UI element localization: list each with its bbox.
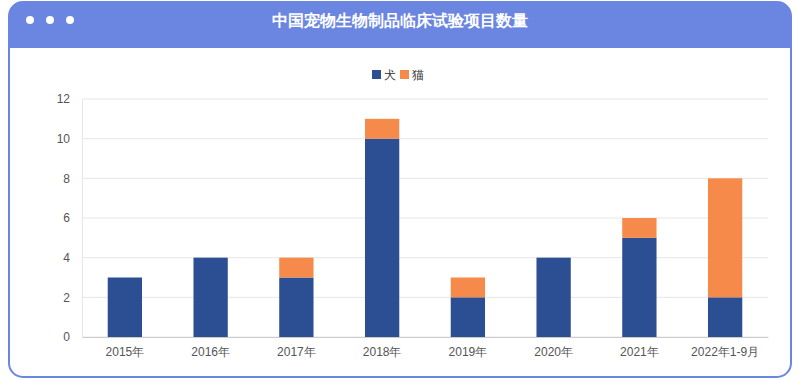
bar [622,238,656,337]
tick-label: 4 [63,251,70,265]
tick: 0 [63,330,82,344]
tick: 2021年 [620,337,659,359]
grid-line [82,257,768,258]
tick: 4 [63,251,82,265]
bar [451,278,485,298]
bar [108,277,142,278]
tick: 6 [63,211,82,225]
header [9,2,791,48]
grid [82,99,768,337]
tick-label: 8 [63,172,70,186]
tick: 2019年 [449,337,488,359]
tick: 2 [63,291,82,305]
tick-label: 2 [63,291,70,305]
bar [365,139,399,337]
bar [708,178,742,297]
tick-label: 2021年 [620,345,659,359]
grid-line [82,178,768,179]
tick: 12 [57,92,82,106]
bar [193,258,227,337]
header-dot [66,16,74,24]
tick: 2017年 [277,337,316,359]
grid-line [82,218,768,219]
grid-line [82,99,768,100]
bar [365,119,399,139]
tick: 2020年 [534,337,573,359]
bar [622,218,656,238]
tick: 2022年1-9月 [691,337,759,359]
tick: 2015年 [106,337,145,359]
tick-label: 0 [63,330,70,344]
grid-line [82,297,768,298]
bar [279,258,313,278]
tick: 2016年 [191,337,230,359]
header-dot [26,16,34,24]
legend: 犬猫 [372,68,424,82]
legend-swatch [372,70,381,79]
tick: 2018年 [363,337,402,359]
bar [451,297,485,337]
legend-swatch [400,70,409,79]
tick-label: 12 [57,92,71,106]
tick-label: 10 [57,132,71,146]
bar [279,278,313,338]
bar [108,278,142,338]
header [9,30,791,48]
tick-label: 2020年 [534,345,573,359]
title: 中国宠物生物制品临床试验项目数量 [272,12,528,29]
bar [708,297,742,337]
tick-label: 6 [63,211,70,225]
tick-label: 2022年1-9月 [691,345,759,359]
tick: 8 [63,172,82,186]
y-axis: 0 2 4 6 8 10 12 [57,92,83,344]
bars [108,119,743,337]
tick-label: 2018年 [363,345,402,359]
tick-label: 2016年 [191,345,230,359]
bar [536,257,570,258]
tick-label: 2017年 [277,345,316,359]
tick-label: 2019年 [449,345,488,359]
tick: 10 [57,132,82,146]
bar [193,257,227,258]
x-axis: 2015年 2016年 2017年 2018年 2019年 2020年 2021年 2022年… [83,337,769,359]
chart-container: 中国宠物生物制品临床试验项目数量 0 2 4 6 8 10 12 2015年 2016年 2017年… [0,0,800,380]
axis-line [83,337,769,338]
card [9,2,791,377]
grid-line [82,337,768,338]
bar [536,258,570,337]
legend-label: 猫 [412,68,424,82]
legend-label: 犬 [384,68,396,82]
axis-line [82,100,83,338]
header-dot [46,16,54,24]
grid-line [82,138,768,139]
tick-label: 2015年 [106,345,145,359]
chart-svg: 中国宠物生物制品临床试验项目数量 0 2 4 6 8 10 12 2015年 2016年 2017年… [0,0,800,380]
